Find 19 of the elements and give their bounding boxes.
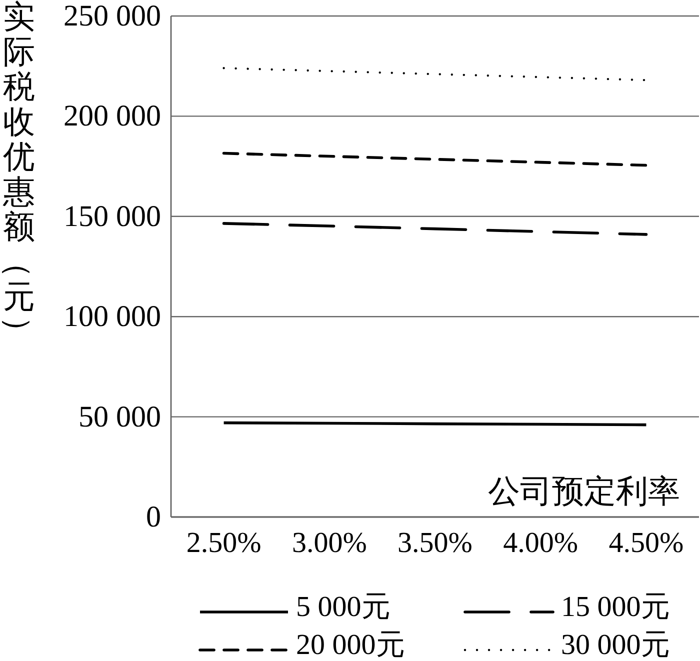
line-series	[222, 67, 648, 82]
y-tick-label: 150 000	[64, 200, 161, 233]
legend-label: 20 000元	[296, 629, 405, 661]
y-tick-label: 200 000	[64, 100, 161, 133]
text: 实际税收优惠额（元）	[0, 0, 36, 348]
legend-label: 15 000元	[561, 591, 670, 623]
x-tick-label: 2.50%	[186, 527, 262, 559]
line-series	[222, 152, 648, 167]
x-tick-label: 3.00%	[292, 527, 367, 559]
y-tick-label: 0	[146, 500, 161, 534]
y-tick-label: 100 000	[64, 300, 161, 334]
legend-label: 5 000元	[296, 591, 390, 623]
y-tick-label: 250 000	[64, 0, 161, 32]
x-axis-title: 公司预定利率	[488, 473, 680, 509]
legend-label: 30 000元	[561, 629, 670, 661]
x-tick-label: 3.50%	[398, 527, 472, 559]
x-tick-label: 4.50%	[608, 527, 684, 559]
x-tick-label: 4.00%	[503, 527, 578, 559]
y-tick-label: 50 000	[78, 400, 161, 434]
